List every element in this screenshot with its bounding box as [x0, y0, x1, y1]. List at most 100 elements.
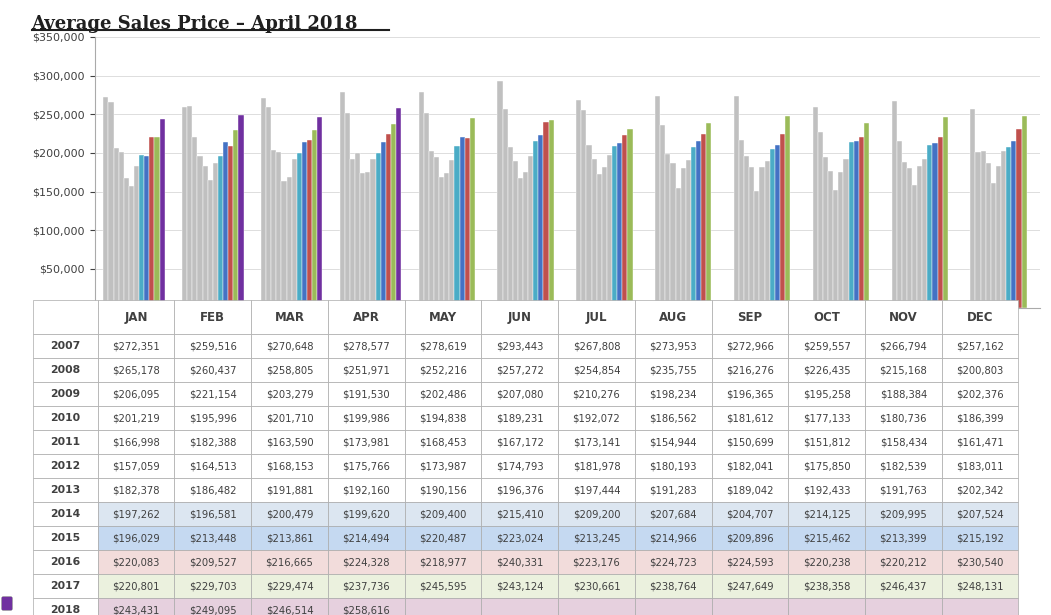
- Bar: [665, 154, 671, 308]
- Bar: [627, 129, 633, 308]
- Bar: [154, 137, 160, 308]
- Bar: [261, 98, 266, 308]
- Bar: [223, 143, 228, 308]
- Bar: [739, 140, 744, 308]
- Bar: [135, 167, 139, 308]
- Bar: [114, 148, 119, 308]
- Bar: [302, 142, 307, 308]
- Bar: [907, 168, 912, 308]
- Bar: [418, 92, 424, 308]
- Bar: [592, 159, 597, 308]
- Bar: [586, 145, 592, 308]
- Bar: [612, 146, 617, 308]
- Bar: [755, 191, 760, 308]
- Bar: [439, 177, 445, 308]
- Bar: [922, 159, 927, 308]
- Bar: [465, 138, 470, 308]
- Bar: [932, 143, 937, 308]
- Bar: [706, 123, 712, 308]
- Bar: [597, 173, 602, 308]
- Bar: [502, 109, 508, 308]
- Bar: [266, 108, 271, 308]
- Bar: [513, 161, 518, 308]
- Bar: [970, 109, 975, 308]
- Bar: [182, 107, 187, 308]
- Bar: [355, 153, 360, 308]
- Bar: [918, 167, 922, 308]
- Bar: [655, 96, 660, 308]
- Bar: [291, 159, 296, 308]
- Bar: [780, 134, 785, 308]
- Bar: [380, 141, 386, 308]
- Bar: [429, 151, 434, 308]
- Bar: [943, 117, 948, 308]
- Bar: [192, 137, 198, 308]
- Bar: [345, 113, 350, 308]
- Bar: [765, 161, 769, 308]
- Bar: [617, 143, 622, 308]
- Bar: [701, 133, 706, 308]
- Bar: [828, 170, 833, 308]
- Bar: [2, 597, 11, 609]
- Bar: [271, 150, 276, 308]
- Bar: [696, 141, 701, 308]
- Bar: [760, 167, 765, 308]
- Text: Average Sales Price – April 2018: Average Sales Price – April 2018: [32, 15, 358, 33]
- Bar: [434, 157, 439, 308]
- Bar: [864, 123, 869, 308]
- Bar: [208, 180, 212, 308]
- Bar: [119, 152, 124, 308]
- Bar: [1011, 141, 1016, 308]
- Bar: [744, 156, 749, 308]
- Bar: [233, 130, 239, 308]
- Bar: [833, 190, 839, 308]
- Bar: [296, 153, 302, 308]
- Bar: [975, 153, 981, 308]
- Bar: [981, 151, 986, 308]
- Bar: [424, 113, 429, 308]
- Bar: [391, 124, 396, 308]
- Bar: [769, 149, 775, 308]
- Bar: [812, 107, 818, 308]
- Bar: [891, 101, 897, 308]
- Bar: [1016, 129, 1022, 308]
- Bar: [823, 157, 828, 308]
- Bar: [676, 188, 681, 308]
- Bar: [734, 97, 739, 308]
- Bar: [144, 156, 149, 308]
- Bar: [396, 108, 401, 308]
- Bar: [375, 153, 380, 308]
- Bar: [445, 173, 450, 308]
- Bar: [187, 106, 192, 308]
- Bar: [660, 125, 665, 308]
- Bar: [991, 183, 996, 308]
- Bar: [775, 145, 780, 308]
- Bar: [370, 159, 375, 308]
- Bar: [317, 117, 323, 308]
- Bar: [902, 162, 907, 308]
- Bar: [986, 164, 991, 308]
- Bar: [549, 119, 554, 308]
- Bar: [312, 130, 317, 308]
- Bar: [897, 141, 902, 308]
- Bar: [927, 145, 932, 308]
- Bar: [124, 178, 129, 308]
- Bar: [366, 172, 370, 308]
- Bar: [839, 172, 843, 308]
- Bar: [671, 163, 676, 308]
- Bar: [228, 146, 233, 308]
- Bar: [497, 81, 502, 308]
- Bar: [538, 135, 543, 308]
- Bar: [129, 186, 135, 308]
- Bar: [681, 168, 686, 308]
- Bar: [198, 156, 203, 308]
- Bar: [307, 140, 312, 308]
- Bar: [848, 142, 853, 308]
- Bar: [276, 151, 282, 308]
- Bar: [818, 132, 823, 308]
- Bar: [523, 172, 529, 308]
- Bar: [859, 137, 864, 308]
- Bar: [843, 159, 848, 308]
- Bar: [386, 134, 391, 308]
- Bar: [454, 146, 459, 308]
